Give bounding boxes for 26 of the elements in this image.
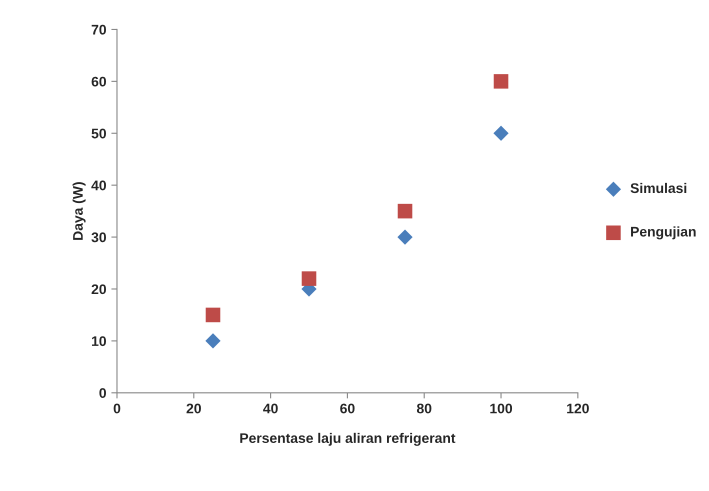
y-tick-label: 40 [91, 180, 106, 190]
point [494, 74, 508, 89]
legend-label: Simulasi [630, 182, 686, 194]
y-tick-label: 10 [92, 336, 106, 346]
legend-label: Pengujian [631, 226, 696, 240]
x-tick-label: 0 [114, 404, 120, 414]
x-tick-label: 20 [186, 404, 201, 414]
y-axis-title: Daya (W) [72, 182, 86, 240]
point [206, 308, 220, 322]
x-tick-label: 80 [416, 404, 432, 414]
x-tick-label: 100 [490, 404, 512, 414]
point [493, 126, 509, 141]
x-axis-title: Persentase laju aliran refrigerant [240, 432, 456, 446]
y-tick-label: 60 [92, 76, 106, 87]
y-tick-label: 0 [99, 388, 106, 398]
point [302, 271, 316, 286]
x-tick-label: 60 [340, 404, 355, 414]
x-tick-label: 120 [567, 404, 589, 414]
point [398, 204, 412, 218]
y-tick-label: 50 [92, 128, 106, 138]
x-tick-label: 40 [263, 404, 278, 414]
y-tick-label: 20 [92, 284, 106, 294]
point [397, 229, 413, 245]
point [205, 333, 221, 348]
y-tick-label: 30 [91, 232, 106, 242]
y-tick-label: 70 [92, 24, 106, 35]
